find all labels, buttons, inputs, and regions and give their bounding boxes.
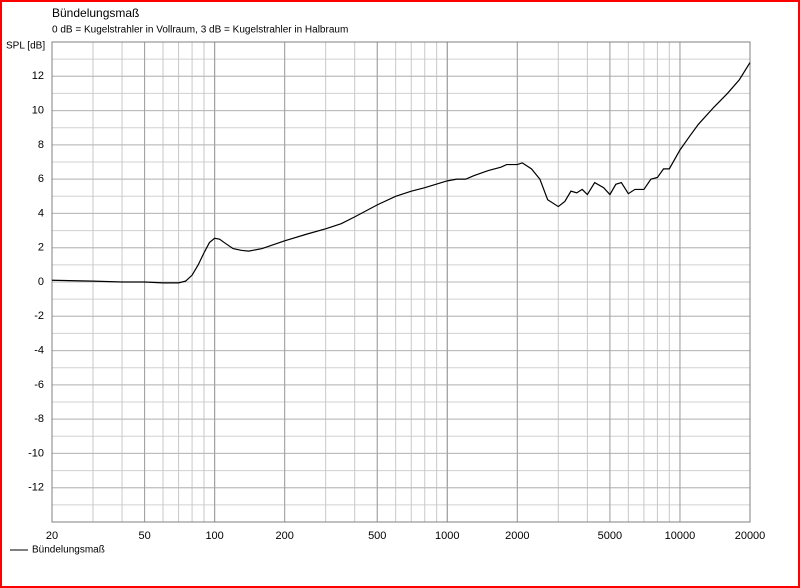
y-axis-label: SPL [dB] bbox=[6, 41, 45, 52]
y-tick-label: -6 bbox=[34, 379, 44, 391]
x-tick-label: 20000 bbox=[735, 530, 766, 542]
x-tick-label: 500 bbox=[368, 530, 386, 542]
x-tick-label: 20 bbox=[46, 530, 58, 542]
y-tick-label: -4 bbox=[34, 344, 44, 356]
legend-label: Bündelungsmaß bbox=[32, 545, 105, 556]
x-tick-label: 200 bbox=[275, 530, 293, 542]
x-tick-label: 100 bbox=[205, 530, 223, 542]
y-tick-label: 8 bbox=[38, 139, 44, 151]
chart-title: Bündelungsmaß bbox=[52, 6, 139, 20]
chart-subtitle: 0 dB = Kugelstrahler in Vollraum, 3 dB =… bbox=[52, 25, 348, 36]
y-tick-label: -8 bbox=[34, 413, 44, 425]
y-tick-label: 6 bbox=[38, 173, 44, 185]
data-line bbox=[51, 62, 751, 284]
x-tick-label: 2000 bbox=[505, 530, 529, 542]
x-tick-label: 1000 bbox=[435, 530, 459, 542]
y-tick-label: -2 bbox=[34, 310, 44, 322]
y-tick-label: 2 bbox=[38, 242, 44, 254]
y-tick-label: 12 bbox=[32, 70, 44, 82]
y-tick-label: -10 bbox=[28, 447, 44, 459]
x-tick-label: 10000 bbox=[665, 530, 696, 542]
y-tick-label: -12 bbox=[28, 482, 44, 494]
y-tick-label: 4 bbox=[38, 207, 44, 219]
x-tick-label: 50 bbox=[138, 530, 150, 542]
plot-frame bbox=[51, 41, 751, 523]
y-tick-label: 0 bbox=[38, 276, 44, 288]
y-tick-label: 10 bbox=[32, 104, 44, 116]
x-tick-label: 5000 bbox=[598, 530, 622, 542]
